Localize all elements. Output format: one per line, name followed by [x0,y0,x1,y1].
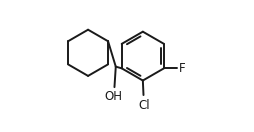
Text: Cl: Cl [138,99,150,112]
Text: OH: OH [105,90,123,103]
Text: F: F [179,62,186,75]
